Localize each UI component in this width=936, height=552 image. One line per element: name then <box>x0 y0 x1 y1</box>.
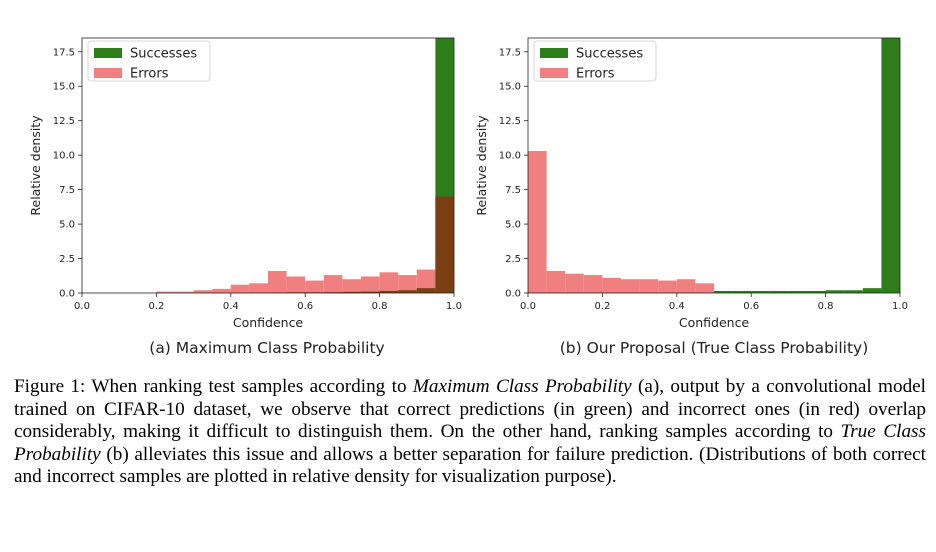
x-axis-label: Confidence <box>233 315 304 330</box>
errors-bar <box>342 279 361 293</box>
figure-caption: Figure 1: When ranking test samples acco… <box>14 376 926 489</box>
errors-bar <box>695 283 714 293</box>
errors-bar <box>658 280 677 293</box>
errors-bar <box>621 279 640 293</box>
errors-bar <box>156 291 175 293</box>
y-tick-label: 12.5 <box>499 116 521 127</box>
legend-label-errors: Errors <box>576 67 615 82</box>
x-tick-label: 0.6 <box>297 301 313 312</box>
overlap-bar <box>342 291 361 293</box>
overlap-bar <box>361 291 380 293</box>
y-tick-label: 0.0 <box>59 289 75 300</box>
x-tick-label: 1.0 <box>446 301 462 312</box>
successes-bar <box>732 290 752 293</box>
y-tick-label: 15.0 <box>499 82 521 93</box>
legend-label-successes: Successes <box>130 47 197 62</box>
errors-bar <box>193 290 213 293</box>
successes-bar <box>844 290 863 293</box>
errors-bar <box>305 280 324 293</box>
x-tick-label: 0.2 <box>594 301 610 312</box>
y-axis-label: Relative density <box>474 115 489 216</box>
y-tick-label: 12.5 <box>53 116 75 127</box>
caption-emphasis-mcp: Maximum Class Probability <box>412 376 632 397</box>
successes-bar <box>788 290 807 293</box>
successes-bar <box>881 38 900 293</box>
chart-true-class-probability: (b) Our Proposal (True Class Probability… <box>474 37 908 357</box>
legend-label-errors: Errors <box>130 67 169 82</box>
axes-frame <box>81 37 455 294</box>
y-tick-label: 5.0 <box>59 220 75 231</box>
errors-bar <box>323 275 343 293</box>
y-tick-label: 10.0 <box>499 151 521 162</box>
x-tick-label: 1.0 <box>892 301 908 312</box>
chart-maximum-class-probability: (a) Maximum Class Probability 0.0 0.2 0.4 0… <box>28 37 462 357</box>
y-tick-label: 15.0 <box>53 82 75 93</box>
y-tick-label: 5.0 <box>505 220 521 231</box>
successes-bar <box>825 290 845 293</box>
errors-bar <box>639 279 659 293</box>
errors-bar <box>565 273 584 293</box>
x-tick-label: 0.8 <box>372 301 388 312</box>
x-tick-label: 0.0 <box>520 301 536 312</box>
overlap-bar <box>398 290 417 293</box>
errors-bar <box>175 291 194 293</box>
y-axis-label: Relative density <box>28 115 43 216</box>
x-tick-label: 0.4 <box>669 301 685 312</box>
successes-bar <box>769 290 789 293</box>
errors-bar <box>602 277 621 293</box>
x-tick-label: 0.6 <box>743 301 759 312</box>
errors-bar <box>230 284 250 293</box>
overlap-bar <box>379 290 399 293</box>
y-tick-label: 17.5 <box>499 47 521 58</box>
errors-bar <box>676 279 696 293</box>
errors-bar <box>398 275 417 293</box>
errors-bar <box>528 151 547 293</box>
y-tick-label: 10.0 <box>53 151 75 162</box>
subcaption-a: (a) Maximum Class Probability <box>149 339 384 357</box>
legend-swatch-errors <box>540 68 568 78</box>
x-tick-label: 0.8 <box>818 301 834 312</box>
errors-bar <box>249 283 268 293</box>
y-tick-label: 17.5 <box>53 47 75 58</box>
legend-swatch-successes <box>540 48 568 58</box>
subcaption-b: (b) Our Proposal (True Class Probability… <box>560 339 869 357</box>
y-tick-label: 7.5 <box>59 185 75 196</box>
overlap-bar <box>435 196 454 293</box>
overlap-bar <box>323 292 343 293</box>
successes-bar <box>807 290 826 293</box>
errors-bar <box>361 276 380 293</box>
errors-bar <box>546 270 566 293</box>
figure-charts: (a) Maximum Class Probability 0.0 0.2 0.4 0… <box>28 37 908 357</box>
x-tick-label: 0.2 <box>148 301 164 312</box>
caption-text-1: When ranking test samples according to <box>85 376 413 397</box>
legend-swatch-errors <box>94 68 122 78</box>
legend-swatch-successes <box>94 48 122 58</box>
y-tick-label: 2.5 <box>505 254 521 265</box>
successes-bar <box>714 290 733 293</box>
y-tick-label: 7.5 <box>505 185 521 196</box>
errors-bar <box>583 275 603 293</box>
axes-frame <box>527 37 901 294</box>
y-tick-label: 2.5 <box>59 254 75 265</box>
caption-text-3: (b) alleviates this issue and allows a b… <box>14 443 926 488</box>
errors-bar <box>379 272 399 293</box>
successes-bar <box>862 288 882 293</box>
x-tick-label: 0.4 <box>223 301 239 312</box>
legend-label-successes: Successes <box>576 47 643 62</box>
errors-bar <box>268 270 287 293</box>
successes-bar <box>751 290 770 293</box>
caption-text-2: (a), output by a convolutional model tra… <box>14 376 927 443</box>
errors-bar <box>416 269 436 293</box>
caption-emphasis-tcp: True Class Probability <box>14 421 926 465</box>
errors-bar <box>212 288 231 293</box>
overlap-bar <box>416 288 436 293</box>
errors-bar <box>286 276 306 293</box>
x-tick-label: 0.0 <box>74 301 90 312</box>
caption-label: Figure 1: <box>14 376 86 397</box>
x-axis-label: Confidence <box>679 315 750 330</box>
y-tick-label: 0.0 <box>505 289 521 300</box>
